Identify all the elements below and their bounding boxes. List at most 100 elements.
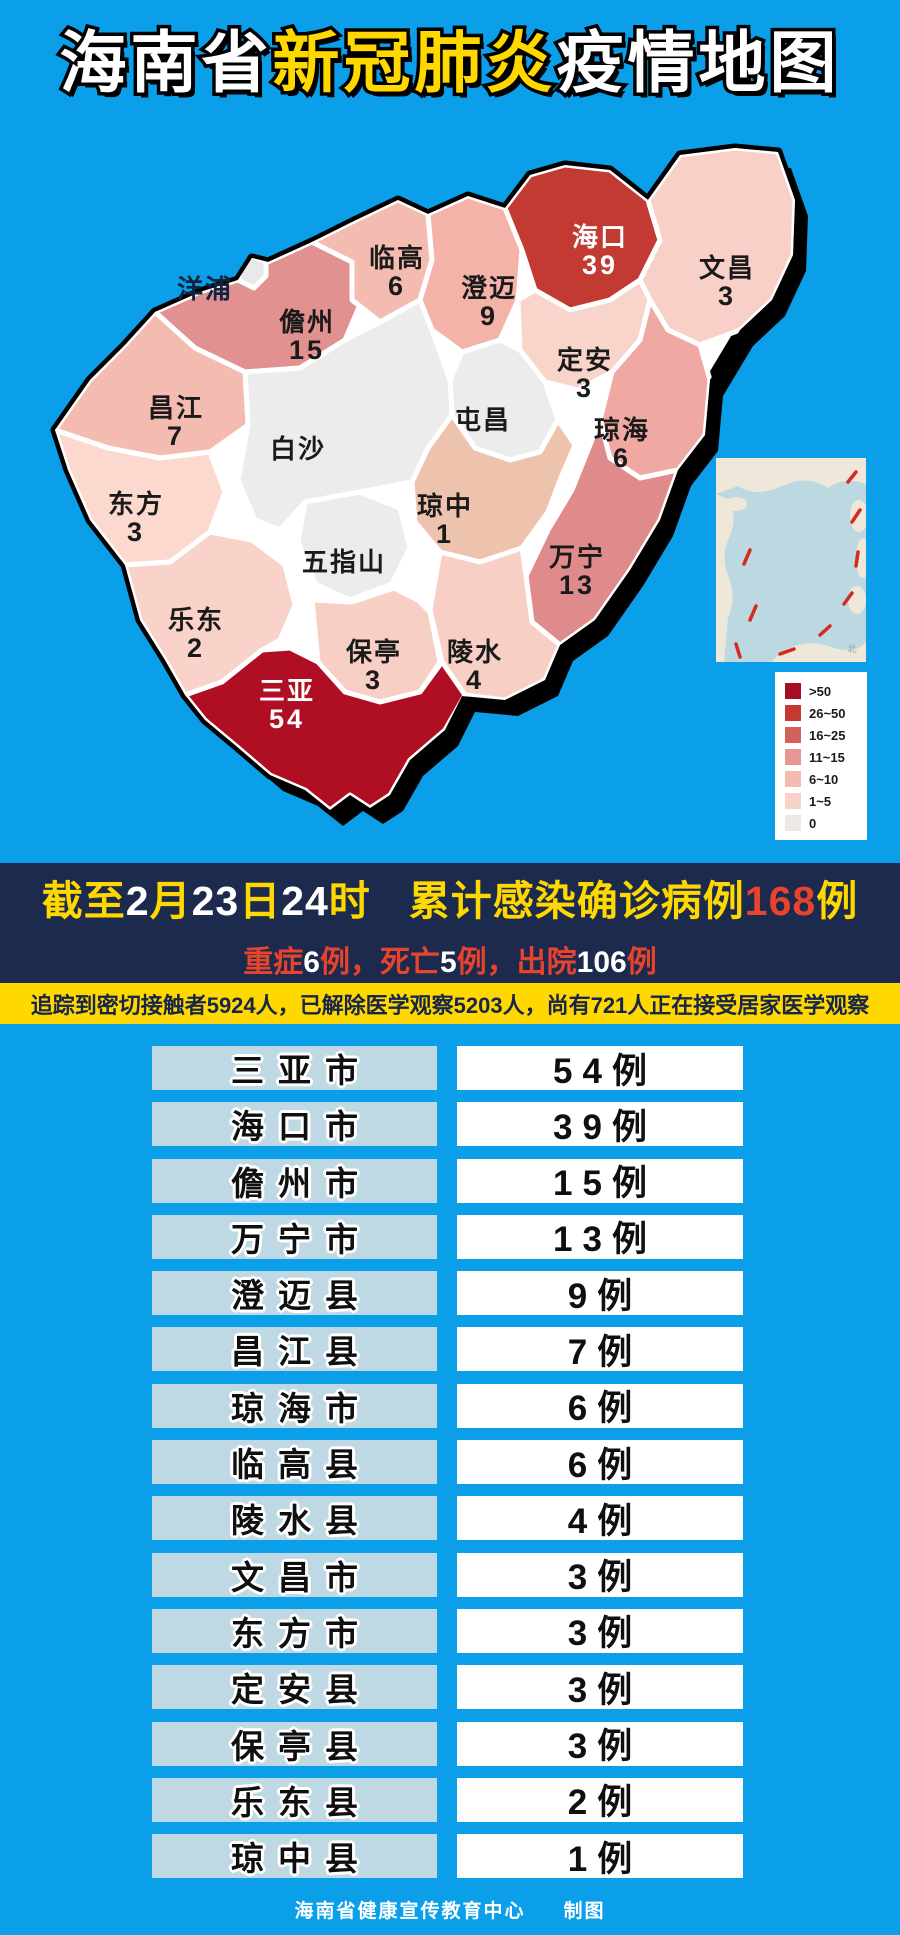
map-region-name: 文昌 [699, 253, 755, 283]
map-region-wanning [523, 417, 681, 648]
map-region-cases: 2 [187, 633, 205, 663]
inset-sea [716, 458, 866, 662]
summary-segment: 例 [626, 946, 657, 979]
table-region-cases: 3例 [457, 1721, 743, 1766]
footer-credit-text: 海南省健康宣传教育中心 [294, 1901, 526, 1922]
summary-line1: 截至2月23日24时 累计感染确诊病例168例 [42, 867, 858, 927]
map-region-cases: 15 [289, 335, 325, 365]
summary-segment: 月 [149, 878, 192, 924]
map-region-cases: 1 [436, 519, 454, 549]
table-row: 儋州市 15例 [152, 1158, 743, 1203]
table-row: 澄迈县 9例 [152, 1271, 743, 1316]
table-region-name: 琼中县 [152, 1834, 437, 1879]
inset-land-north [716, 458, 866, 494]
table-region-cases: 15例 [457, 1158, 743, 1203]
map-region-name: 三亚 [259, 676, 315, 706]
table-row: 三亚市 54例 [152, 1046, 743, 1091]
map-region-cases: 6 [613, 443, 631, 473]
map-region-name: 五指山 [302, 547, 386, 577]
table-region-cases: 54例 [457, 1046, 743, 1091]
summary-segment: 6 [303, 946, 320, 979]
map-region-name: 昌江 [148, 393, 204, 423]
legend-item: 6~10 [785, 768, 867, 790]
table-region-cases: 13例 [457, 1214, 743, 1259]
table-row: 保亭县 3例 [152, 1721, 743, 1766]
map-region-name: 临高 [369, 243, 425, 273]
map-region-cases: 3 [365, 665, 383, 695]
title-right: 疫情地图 [553, 23, 841, 105]
legend-item: >50 [785, 680, 867, 702]
map-region-cases: 13 [559, 570, 595, 600]
table-row: 琼中县 1例 [152, 1834, 743, 1879]
footer-maker-text: 制图 [563, 1901, 606, 1922]
summary-segment: 106 [576, 946, 627, 979]
table-region-cases: 1例 [457, 1834, 743, 1879]
summary-line2: 重症6例，死亡5例，出院106例 [243, 937, 656, 981]
summary-segment: 死亡 [379, 946, 440, 979]
legend-swatch [785, 683, 801, 699]
map-region-name: 白沙 [270, 434, 326, 464]
table-region-name: 澄迈县 [152, 1271, 437, 1316]
legend-label: 1~5 [809, 793, 832, 809]
map-region-labels: 儋州15临高6 澄迈9海口39 文昌3定安3屯昌 琼海6白沙昌江7琼中1东方3五指山万… [108, 222, 755, 734]
legend-label: >50 [809, 683, 832, 699]
inset-land-west [716, 494, 734, 662]
table-region-name: 昌江县 [152, 1327, 437, 1372]
table-region-name: 文昌市 [152, 1552, 437, 1597]
map-region-name: 定安 [557, 345, 613, 375]
legend-label: 16~25 [809, 727, 846, 743]
summary-segment: 5 [439, 946, 457, 979]
table-region-name: 儋州市 [152, 1158, 437, 1203]
legend-swatch [785, 815, 801, 831]
legend-item: 0 [785, 812, 867, 834]
inset-land-south [771, 642, 866, 662]
summary-segment: 重症 [243, 946, 304, 979]
table-row: 乐东县 2例 [152, 1777, 743, 1822]
summary-segment: 出院 [516, 946, 577, 979]
legend-label: 11~15 [809, 749, 845, 765]
legend-swatch [785, 749, 801, 765]
map-region-cases: 7 [167, 421, 185, 451]
map-region-wuzhishan [295, 489, 413, 603]
map-region-name: 洋浦 [177, 274, 233, 304]
map-region-cases: 39 [582, 250, 618, 280]
summary-banner: 截至2月23日24时 累计感染确诊病例168例 重症6例，死亡5例，出院106例 [0, 863, 900, 983]
table-region-cases: 9例 [457, 1271, 743, 1316]
summary-segment: 168 [744, 878, 817, 924]
map-region-lingshui [427, 545, 563, 703]
table-region-cases: 3例 [457, 1608, 743, 1653]
map-region-cases: 4 [466, 665, 484, 695]
table-row: 万宁市 13例 [152, 1214, 743, 1259]
table-region-cases: 6例 [457, 1383, 743, 1428]
page-title: 海南省新冠肺炎疫情地图 [0, 14, 900, 114]
map-region-name: 儋州 [279, 307, 335, 337]
table-region-cases: 3例 [457, 1665, 743, 1710]
map-region-cases: 6 [388, 271, 406, 301]
table-row: 琼海市 6例 [152, 1383, 743, 1428]
map-region-cases: 54 [269, 704, 305, 734]
summary-segment: 例 [816, 878, 859, 924]
title-highlight: 新冠肺炎 [269, 23, 557, 105]
map-region-name: 保亭 [345, 637, 402, 667]
compass-north-label: 北 [847, 644, 856, 654]
table-region-name: 乐东县 [152, 1777, 437, 1822]
table-region-name: 陵水县 [152, 1496, 437, 1541]
table-region-cases: 6例 [457, 1440, 743, 1485]
map-region-name: 琼海 [594, 415, 650, 445]
legend-item: 11~15 [785, 746, 867, 768]
case-table: 三亚市 54例 海口市 39例 儋州市 15例 万宁市 13例 澄迈县 9例 昌江县 7例 琼海市 6例临… [152, 1046, 743, 1879]
map-region-name: 澄迈 [461, 273, 517, 303]
legend-label: 0 [809, 815, 817, 831]
inset-land-east-3 [848, 586, 866, 614]
table-row: 东方市 3例 [152, 1608, 743, 1653]
map-region-name: 万宁 [549, 542, 605, 572]
legend-swatch [785, 771, 801, 787]
table-region-name: 万宁市 [152, 1214, 437, 1259]
south-china-sea-inset: 北 [716, 458, 866, 662]
map-region-name: 屯昌 [455, 405, 511, 435]
summary-segment: 日 [239, 878, 282, 924]
map-region-cases: 3 [127, 517, 145, 547]
map-regions [55, 148, 795, 810]
map-region-cases: 9 [480, 301, 498, 331]
legend-swatch [785, 727, 801, 743]
